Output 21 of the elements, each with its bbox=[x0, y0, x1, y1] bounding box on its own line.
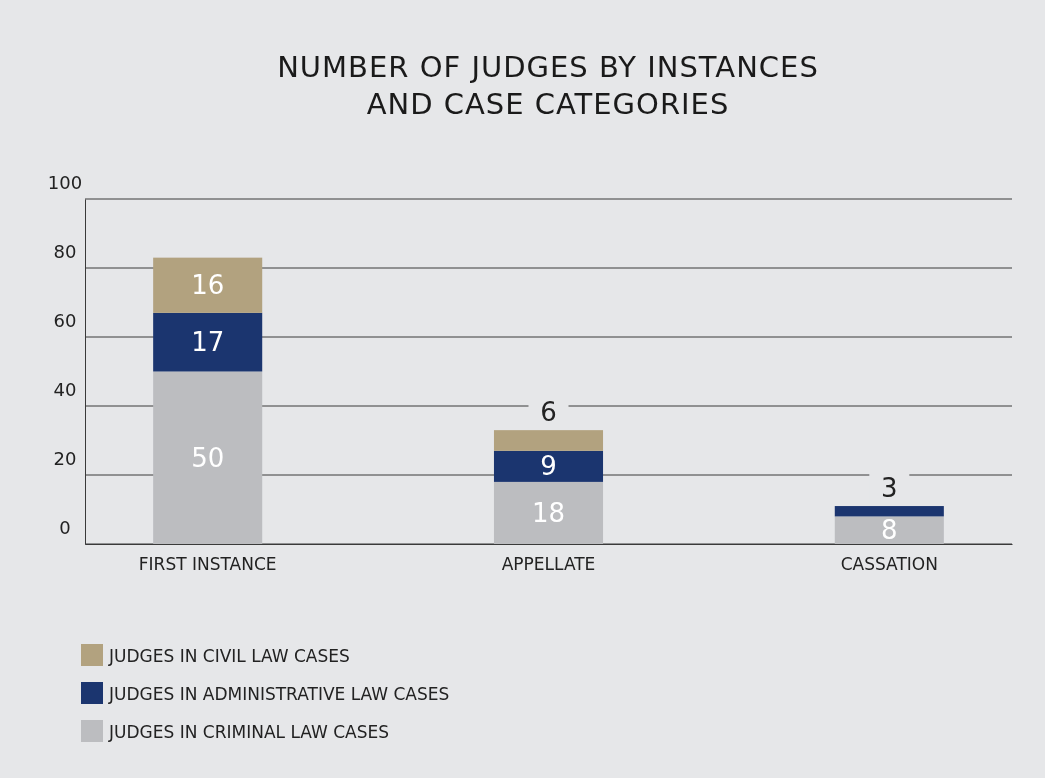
y-tick-label: 60 bbox=[53, 309, 77, 331]
data-label: 16 bbox=[191, 270, 225, 301]
data-label: 3 bbox=[881, 473, 898, 504]
y-tick-label: 100 bbox=[47, 171, 83, 193]
y-tick-label: 20 bbox=[53, 447, 77, 469]
x-tick-label: CASSATION bbox=[840, 554, 938, 575]
y-tick-label: 0 bbox=[59, 516, 71, 538]
legend-label: JUDGES IN ADMINISTRATIVE LAW CASES bbox=[108, 684, 450, 704]
legend-label: JUDGES IN CIVIL LAW CASES bbox=[108, 646, 350, 666]
x-tick-label: FIRST INSTANCE bbox=[138, 554, 277, 575]
data-label: 9 bbox=[540, 451, 557, 482]
data-label: 8 bbox=[881, 515, 898, 546]
data-label: 18 bbox=[531, 497, 566, 528]
data-label: 50 bbox=[191, 442, 225, 473]
chart-title: NUMBER OF JUDGES BY INSTANCES AND CASE CATEGORIES bbox=[277, 50, 819, 121]
y-tick-label: 40 bbox=[53, 378, 77, 400]
y-tick-label: 80 bbox=[53, 240, 77, 262]
data-label: 6 bbox=[540, 397, 557, 428]
data-label: 17 bbox=[191, 327, 225, 358]
legend-label: JUDGES IN CRIMINAL LAW CASES bbox=[108, 722, 389, 742]
x-tick-label: APPELLATE bbox=[501, 554, 596, 575]
